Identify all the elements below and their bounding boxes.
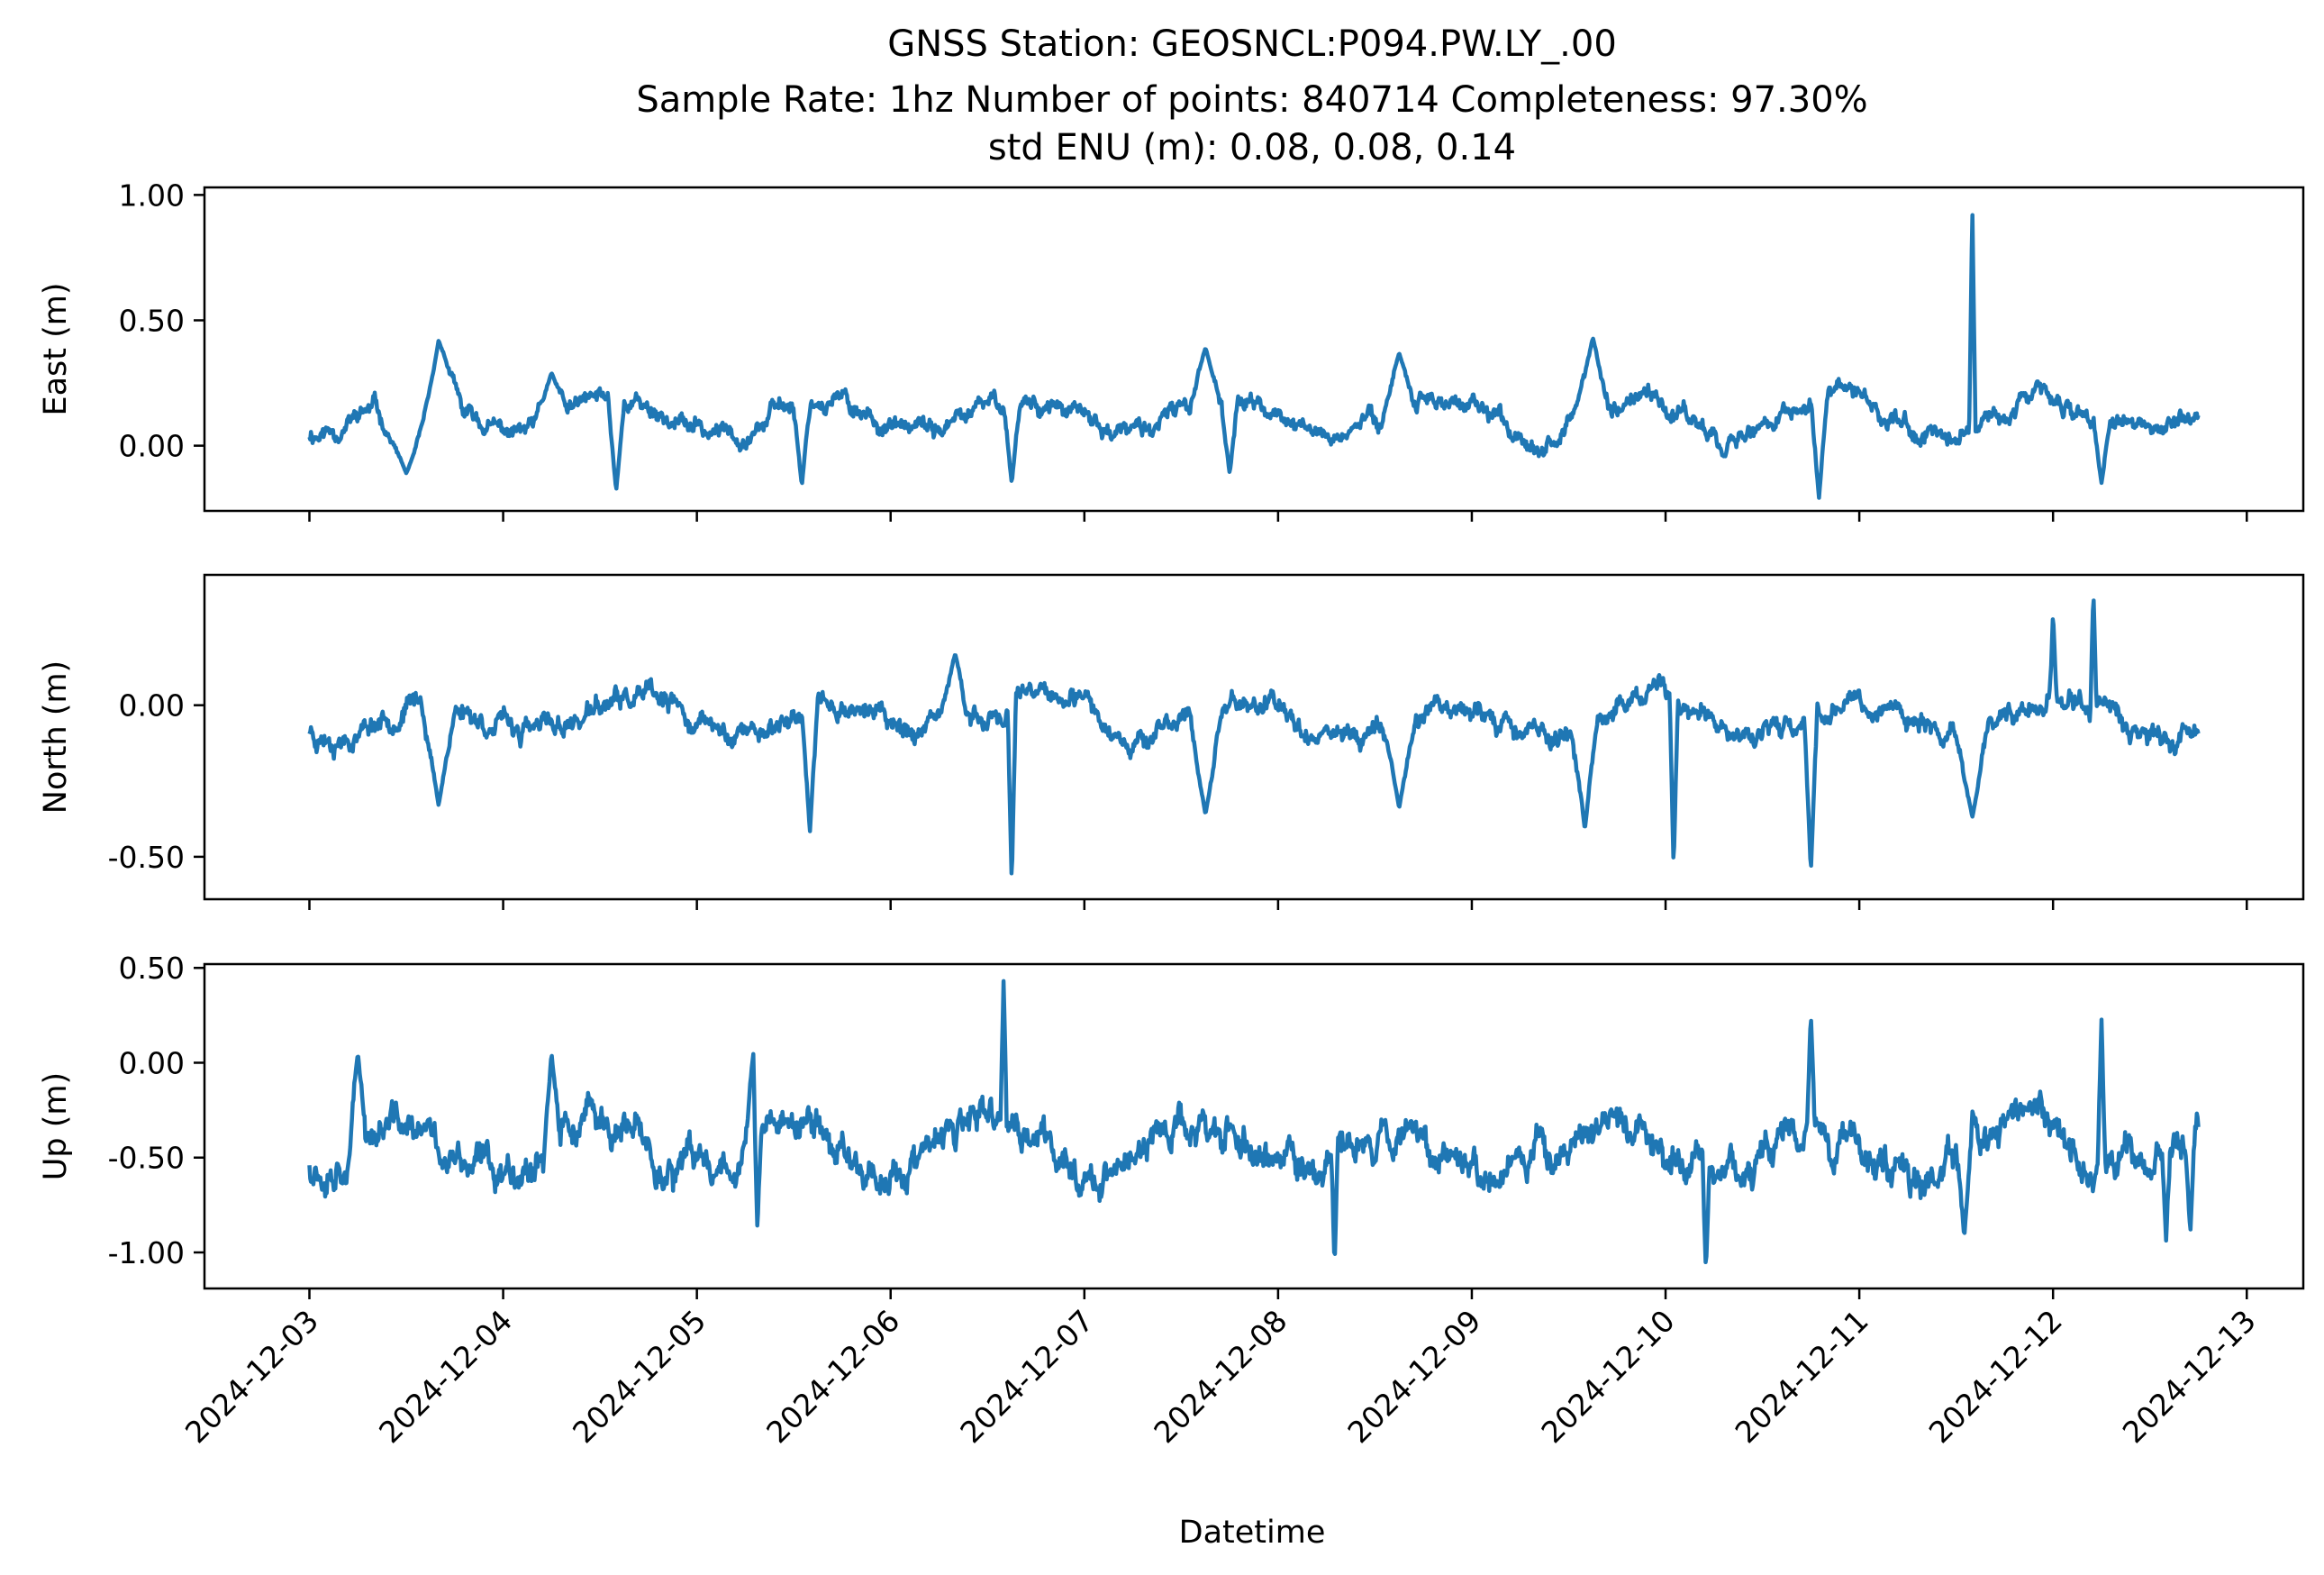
panel-up: 0.50 0.00 -0.50 -1.00 Up (m) bbox=[38, 951, 2305, 1299]
chart-title-line3: std ENU (m): 0.08, 0.08, 0.14 bbox=[988, 127, 1516, 168]
y-tick-label: 1.00 bbox=[119, 178, 185, 213]
series-line bbox=[307, 598, 2201, 876]
chart-title-line2: Sample Rate: 1hz Number of points: 84071… bbox=[636, 79, 1867, 121]
y-tick-label: -0.50 bbox=[108, 1141, 185, 1176]
y-axis-label: East (m) bbox=[38, 282, 74, 415]
series-line bbox=[307, 213, 2201, 500]
series-line bbox=[307, 979, 2201, 1265]
y-tick-label: -0.50 bbox=[108, 840, 185, 875]
panel-north: 0.00 -0.50 North (m) bbox=[38, 573, 2305, 910]
y-tick-label: 0.00 bbox=[119, 1045, 185, 1080]
axes-frame bbox=[203, 962, 2305, 1290]
axes-frame bbox=[203, 573, 2305, 901]
axes-frame bbox=[203, 186, 2305, 513]
y-tick-label: -1.00 bbox=[108, 1235, 185, 1270]
y-axis-label: Up (m) bbox=[38, 1072, 74, 1180]
chart-title-line1: GNSS Station: GEOSNCL:P094.PW.LY_.00 bbox=[887, 23, 1617, 65]
y-tick-label: 0.00 bbox=[119, 429, 185, 464]
panel-east: 1.00 0.50 0.00 East (m) bbox=[38, 178, 2305, 522]
y-tick-label: 0.50 bbox=[119, 951, 185, 986]
y-tick-label: 0.50 bbox=[119, 303, 185, 338]
x-axis-label: Datetime bbox=[1179, 1515, 1326, 1551]
y-axis-label: North (m) bbox=[38, 660, 74, 814]
y-tick-label: 0.00 bbox=[119, 688, 185, 724]
